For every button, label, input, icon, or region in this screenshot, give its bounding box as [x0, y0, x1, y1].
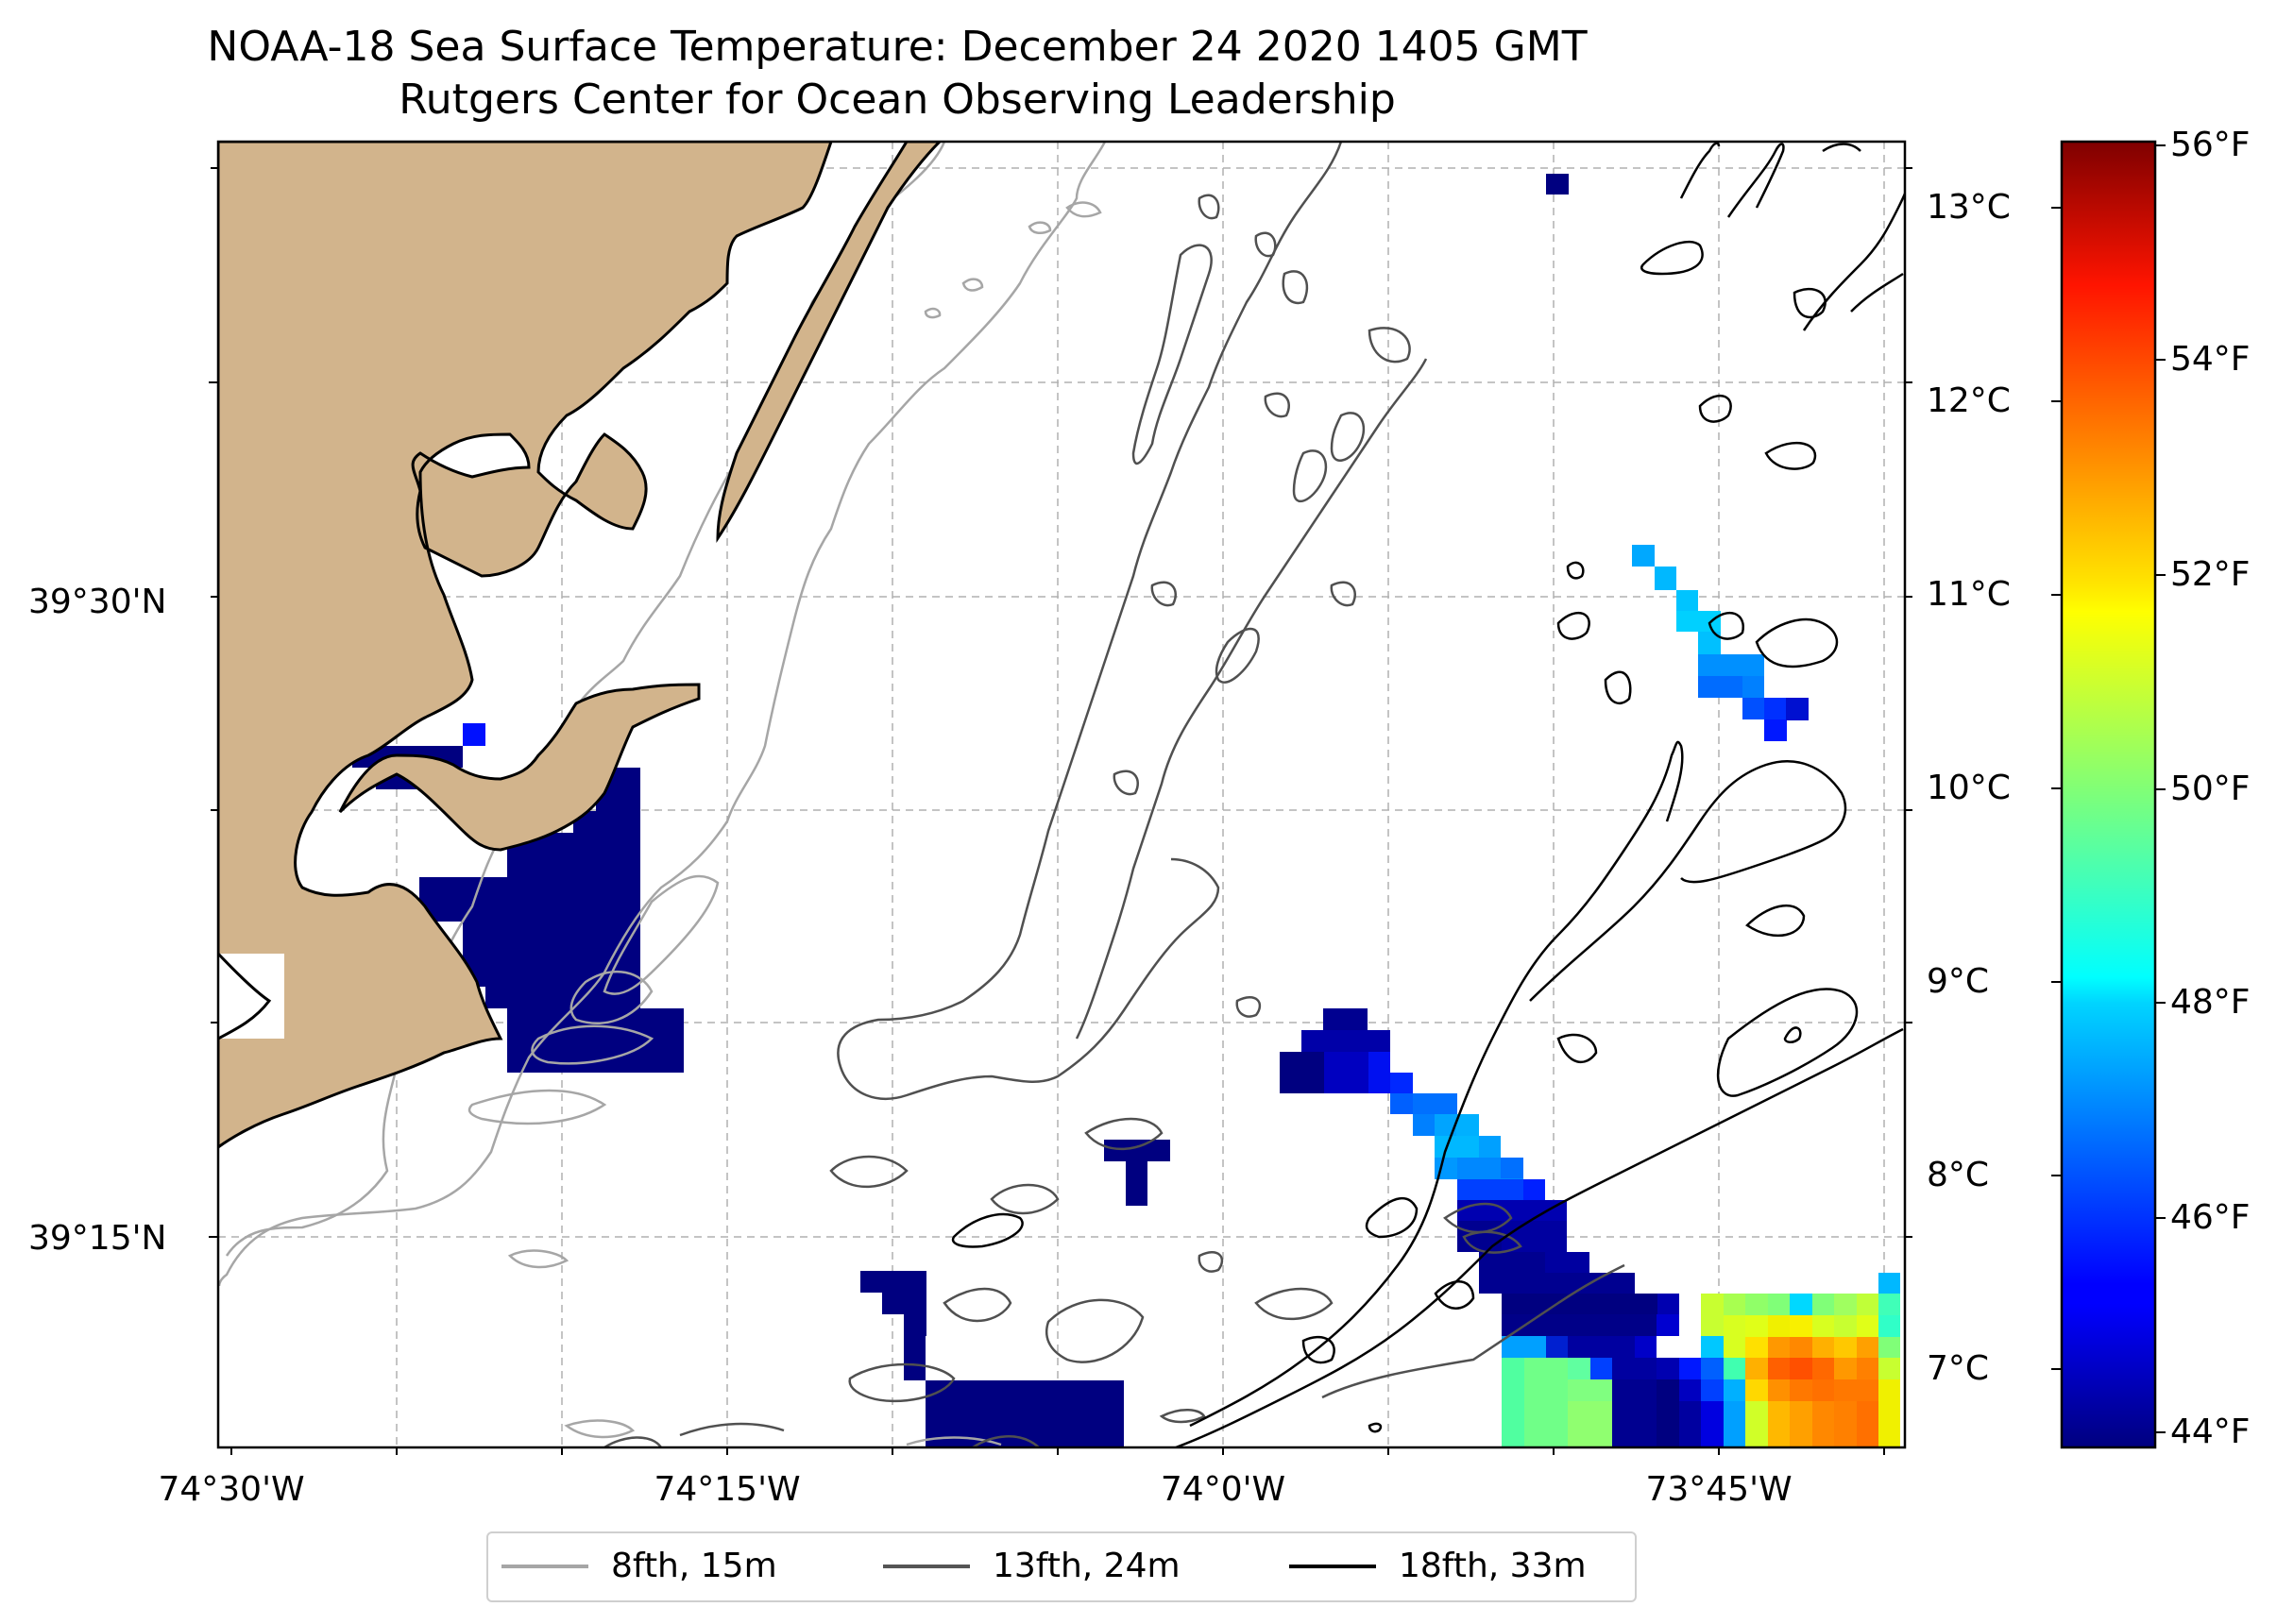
map-subtitle: Rutgers Center for Ocean Observing Leade… — [399, 76, 1396, 124]
map-title: NOAA-18 Sea Surface Temperature: Decembe… — [207, 23, 1588, 71]
legend-label-8fth: 8fth, 15m — [611, 1547, 777, 1585]
lon-label-74-30: 74°30'W — [158, 1470, 305, 1509]
colorbar-fahrenheit-label: 54°F — [2170, 340, 2251, 379]
legend-label-18fth: 18fth, 33m — [1399, 1547, 1587, 1585]
legend-item-13fth: 13fth, 24m — [883, 1547, 1181, 1585]
land-area — [218, 142, 943, 1149]
lat-ticks — [209, 167, 218, 1238]
colorbar-fahrenheit-ticks — [2155, 144, 2166, 1433]
plot-frame — [216, 140, 1907, 1449]
colorbar-celsius-label: 7°C — [1927, 1349, 1990, 1388]
colorbar-fahrenheit-label: 48°F — [2170, 983, 2251, 1022]
colorbar-fahrenheit-label: 52°F — [2170, 555, 2251, 594]
contour-18fth — [951, 142, 1905, 1447]
legend-label-13fth: 13fth, 24m — [993, 1547, 1181, 1585]
legend-line-13fth — [883, 1564, 970, 1568]
lon-ticks — [230, 1447, 1885, 1455]
lon-label-73-45: 73°45'W — [1645, 1470, 1793, 1509]
colorbar-fahrenheit-label: 46°F — [2170, 1198, 2251, 1237]
colorbar-celsius-ticks — [2051, 207, 2062, 1370]
colorbar-celsius-label: 12°C — [1927, 381, 2011, 420]
colorbar-celsius-label: 10°C — [1927, 769, 2011, 807]
contour-13fth — [603, 142, 1625, 1447]
colorbar-fahrenheit-label: 44°F — [2170, 1413, 2251, 1451]
colorbar-celsius-label: 9°C — [1927, 962, 1990, 1001]
colorbar-fahrenheit-label: 56°F — [2170, 126, 2251, 164]
colorbar — [2051, 140, 2166, 1449]
legend-line-18fth — [1289, 1564, 1376, 1568]
legend-line-8fth — [501, 1564, 588, 1568]
legend-item-18fth: 18fth, 33m — [1289, 1547, 1587, 1585]
colorbar-celsius-label: 8°C — [1927, 1156, 1990, 1194]
depth-contour-legend: 8fth, 15m 13fth, 24m 18fth, 33m — [486, 1531, 1637, 1602]
colorbar-fahrenheit-label: 50°F — [2170, 770, 2251, 808]
colorbar-celsius-label: 13°C — [1927, 188, 2011, 227]
colorbar-celsius-label: 11°C — [1927, 575, 2011, 614]
lon-label-74-15: 74°15'W — [654, 1470, 801, 1509]
legend-item-8fth: 8fth, 15m — [501, 1547, 777, 1585]
lat-label-39-30: 39°30'N — [28, 583, 167, 621]
lon-label-74-0: 74°0'W — [1160, 1470, 1286, 1509]
lat-label-39-15: 39°15'N — [28, 1219, 167, 1258]
right-ticks — [1905, 167, 1912, 1238]
